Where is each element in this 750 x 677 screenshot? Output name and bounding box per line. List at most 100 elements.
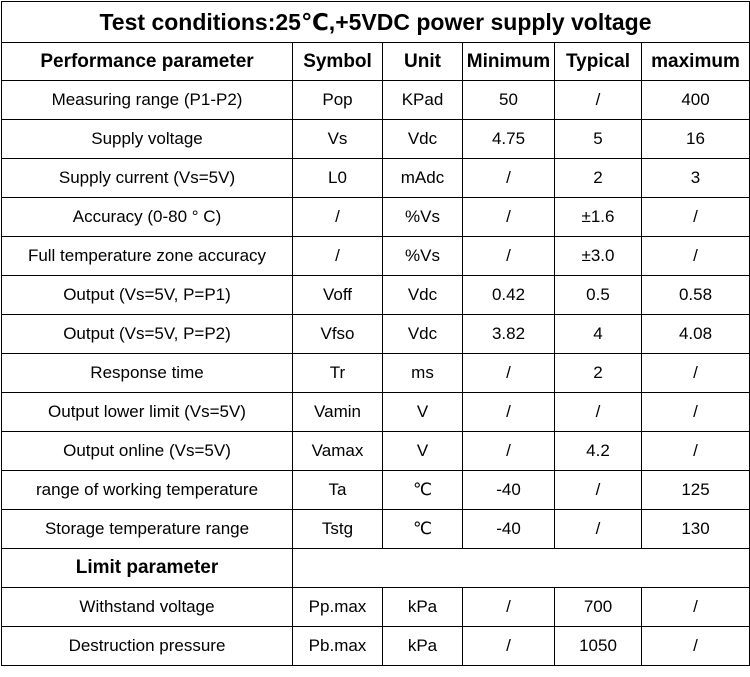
parameter-cell: Full temperature zone accuracy [1, 236, 293, 276]
maximum-cell: 125 [641, 470, 750, 510]
table-row: Supply current (Vs=5V) L0 mAdc/2 3 [1, 158, 750, 198]
unit-cell: %Vs [382, 236, 463, 276]
minimum-cell: 3.82 [462, 314, 555, 354]
table-row: Accuracy (0-80 ° C) / %Vs / ±1.6/ [1, 197, 750, 237]
table-row: Destruction pressure Pb.max kPa/1050/ [1, 626, 750, 666]
minimum-cell: / [462, 626, 555, 666]
symbol-cell: Ta [292, 470, 383, 510]
minimum-cell: 4.75 [462, 119, 555, 159]
title-row: Test conditions:25℃,+5VDC power supply v… [1, 1, 750, 43]
maximum-cell: / [641, 392, 750, 432]
minimum-cell: -40 [462, 509, 555, 549]
parameter-cell: Response time [1, 353, 293, 393]
maximum-cell: 4.08 [641, 314, 750, 354]
maximum-cell: / [641, 353, 750, 393]
parameter-cell: Output online (Vs=5V) [1, 431, 293, 471]
typical-cell: / [554, 509, 642, 549]
typical-cell: 700 [554, 587, 642, 627]
unit-cell: Vdc [382, 275, 463, 315]
table-row: Output (Vs=5V, P=P2) Vfso Vdc 3.82 4 4.08 [1, 314, 750, 354]
table-row: Measuring range (P1-P2) Pop KPad 50/400 [1, 80, 750, 120]
unit-cell: V [382, 431, 463, 471]
maximum-cell: 400 [641, 80, 750, 120]
minimum-cell: 0.42 [462, 275, 555, 315]
header-maximum: maximum [641, 42, 750, 81]
header-row: Performance parameter Symbol Unit Minimu… [1, 42, 750, 81]
symbol-cell: Vamin [292, 392, 383, 432]
table-row: Full temperature zone accuracy / %Vs / ±3.0/ [1, 236, 750, 276]
table-row: Supply voltage Vs Vdc 4.75 5 16 [1, 119, 750, 159]
typical-cell: 4.2 [554, 431, 642, 471]
limit-section-header: Limit parameter [1, 548, 750, 588]
parameter-cell: Supply voltage [1, 119, 293, 159]
table-row: Output online (Vs=5V) Vamax V/4.2/ [1, 431, 750, 471]
parameter-cell: Measuring range (P1-P2) [1, 80, 293, 120]
header-parameter: Performance parameter [1, 42, 293, 81]
maximum-cell: / [641, 197, 750, 237]
maximum-cell: / [641, 626, 750, 666]
limit-section-label: Limit parameter [1, 548, 293, 588]
unit-cell: KPad [382, 80, 463, 120]
minimum-cell: / [462, 236, 555, 276]
minimum-cell: / [462, 353, 555, 393]
symbol-cell: Tr [292, 353, 383, 393]
header-unit: Unit [382, 42, 463, 81]
table-row: Withstand voltage Pp.max kPa/700/ [1, 587, 750, 627]
symbol-cell: Tstg [292, 509, 383, 549]
maximum-cell: 0.58 [641, 275, 750, 315]
parameter-cell: Withstand voltage [1, 587, 293, 627]
table-title: Test conditions:25℃,+5VDC power supply v… [1, 1, 750, 43]
unit-cell: kPa [382, 626, 463, 666]
unit-cell: ℃ [382, 509, 463, 549]
parameter-cell: Destruction pressure [1, 626, 293, 666]
minimum-cell: -40 [462, 470, 555, 510]
symbol-cell: Pp.max [292, 587, 383, 627]
symbol-cell: Pb.max [292, 626, 383, 666]
typical-cell: 5 [554, 119, 642, 159]
unit-cell: ℃ [382, 470, 463, 510]
maximum-cell: / [641, 236, 750, 276]
parameter-cell: Output (Vs=5V, P=P1) [1, 275, 293, 315]
table-row: Output (Vs=5V, P=P1) Voff Vdc 0.42 0.5 0.58 [1, 275, 750, 315]
parameter-cell: Output (Vs=5V, P=P2) [1, 314, 293, 354]
symbol-cell: L0 [292, 158, 383, 198]
minimum-cell: 50 [462, 80, 555, 120]
symbol-cell: / [292, 236, 383, 276]
minimum-cell: / [462, 392, 555, 432]
typical-cell: / [554, 80, 642, 120]
unit-cell: kPa [382, 587, 463, 627]
symbol-cell: Pop [292, 80, 383, 120]
minimum-cell: / [462, 431, 555, 471]
parameter-cell: Supply current (Vs=5V) [1, 158, 293, 198]
unit-cell: ms [382, 353, 463, 393]
parameter-cell: Accuracy (0-80 ° C) [1, 197, 293, 237]
unit-cell: %Vs [382, 197, 463, 237]
table-row: Storage temperature range Tstg ℃ -40/130 [1, 509, 750, 549]
unit-cell: Vdc [382, 314, 463, 354]
typical-cell: ±3.0 [554, 236, 642, 276]
maximum-cell: 3 [641, 158, 750, 198]
maximum-cell: 130 [641, 509, 750, 549]
typical-cell: 1050 [554, 626, 642, 666]
maximum-cell: 16 [641, 119, 750, 159]
minimum-cell: / [462, 197, 555, 237]
symbol-cell: / [292, 197, 383, 237]
typical-cell: / [554, 470, 642, 510]
typical-cell: 0.5 [554, 275, 642, 315]
table-row: Output lower limit (Vs=5V) Vamin V / / / [1, 392, 750, 432]
symbol-cell: Vamax [292, 431, 383, 471]
parameter-cell: Storage temperature range [1, 509, 293, 549]
table-row: range of working temperature Ta ℃ -40/125 [1, 470, 750, 510]
typical-cell: / [554, 392, 642, 432]
maximum-cell: / [641, 587, 750, 627]
table-row: Response time Tr ms/2/ [1, 353, 750, 393]
header-symbol: Symbol [292, 42, 383, 81]
minimum-cell: / [462, 158, 555, 198]
symbol-cell: Vs [292, 119, 383, 159]
header-minimum: Minimum [462, 42, 555, 81]
typical-cell: 2 [554, 158, 642, 198]
typical-cell: 2 [554, 353, 642, 393]
typical-cell: 4 [554, 314, 642, 354]
unit-cell: mAdc [382, 158, 463, 198]
